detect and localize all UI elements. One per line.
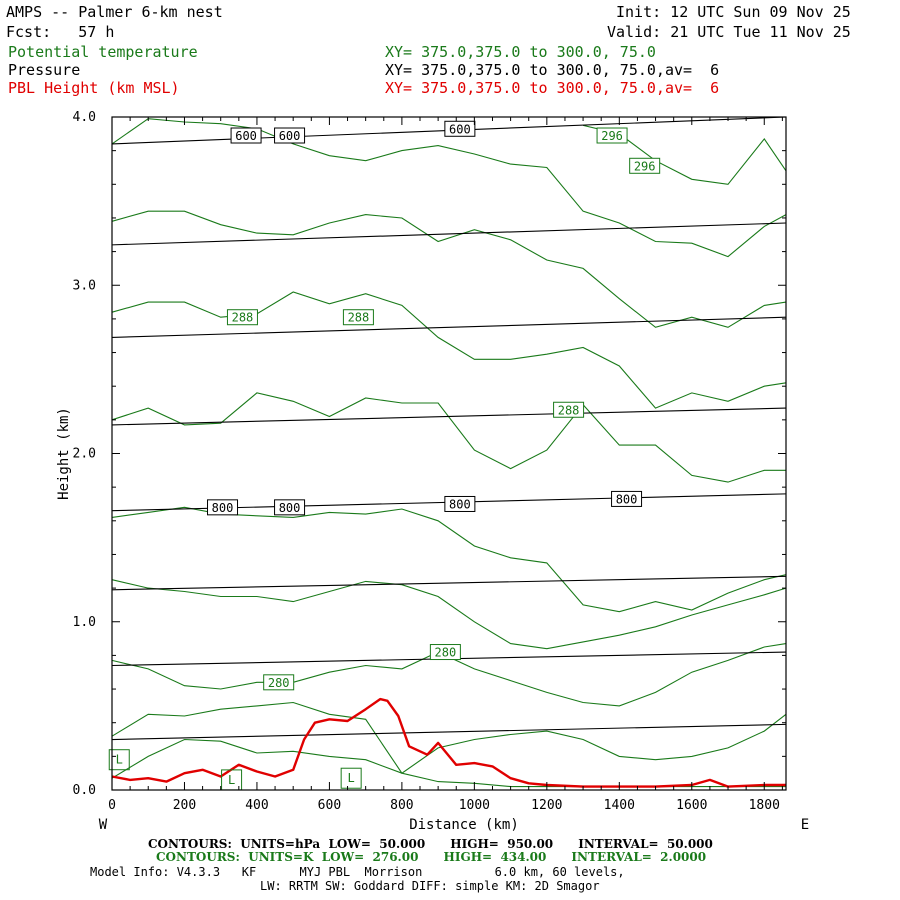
isobar-label: 800 [279, 501, 301, 515]
theta-label: 296 [601, 129, 623, 143]
pbl-height-line [111, 697, 786, 788]
x-tick-label: 1800 [749, 798, 780, 813]
valid-time: Valid: 21 UTC Tue 11 Nov 25 [607, 23, 851, 41]
theta-label: 288 [558, 403, 580, 417]
footer-contours-theta: CONTOURS: UNITS=K LOW= 276.00 HIGH= 434.… [156, 850, 707, 864]
west-label: W [99, 817, 108, 833]
low-marker-box [108, 749, 130, 771]
y-tick-label: 0.0 [73, 783, 96, 798]
isobar-label: 600 [279, 129, 301, 143]
isobar-line [111, 575, 787, 591]
isobar-label-box [444, 495, 476, 512]
theta-label-box [226, 309, 258, 326]
theta-label: 280 [268, 676, 290, 690]
theta-label: 288 [348, 311, 370, 325]
field-potential-temperature: Potential temperature [8, 43, 198, 61]
cross-section-chart: 600 600 600 800 800 800 800 296 296 288 288 288 280 2… [56, 110, 809, 833]
isobar-label-box [230, 127, 262, 144]
x-tick-label: 1200 [531, 798, 562, 813]
theta-label-box [263, 674, 295, 691]
theta-label-box [596, 127, 628, 144]
isobar-label-box [611, 490, 643, 507]
xy-pbl: XY= 375.0,375.0 to 300.0, 75.0,av= 6 [385, 79, 720, 97]
footer-model-info: Model Info: V4.3.3 KF MYJ PBL Morrison 6… [90, 865, 625, 879]
isobar-label: 600 [449, 122, 471, 136]
x-tick-label: 1000 [459, 798, 490, 813]
theta-label-box [553, 401, 585, 418]
y-axis-label: Height (km) [56, 407, 72, 500]
x-tick-label: 200 [173, 798, 196, 813]
x-axis-label: Distance (km) [409, 817, 519, 833]
theta-contour [111, 291, 787, 409]
x-tick-label: 600 [318, 798, 341, 813]
theta-contour [111, 506, 787, 613]
isobar-label-box [274, 499, 306, 516]
isobar-line [111, 723, 787, 741]
x-tick-label: 0 [108, 798, 116, 813]
low-marker: L [228, 773, 235, 787]
isobar-label: 800 [212, 501, 234, 515]
low-marker: L [116, 753, 123, 767]
y-tick-label: 3.0 [73, 278, 96, 293]
plot-frame [111, 116, 787, 791]
xy-theta: XY= 375.0,375.0 to 300.0, 75.0 [385, 43, 656, 61]
y-tick-label: 1.0 [73, 615, 96, 630]
x-tick-label: 800 [390, 798, 413, 813]
theta-label-box [429, 644, 461, 661]
isobar-label: 600 [235, 129, 257, 143]
footer-contours-pressure: CONTOURS: UNITS=hPa LOW= 50.000 HIGH= 95… [148, 837, 713, 851]
isobar-label-box [207, 499, 239, 516]
isobar-label: 800 [449, 497, 471, 511]
theta-label: 280 [435, 646, 457, 660]
theta-label-box [629, 157, 661, 174]
isobar-line [111, 316, 787, 338]
theta-contour [111, 738, 786, 788]
x-tick-label: 1600 [676, 798, 707, 813]
chart-title: AMPS -- Palmer 6-km nest [6, 3, 223, 21]
theta-contour [111, 579, 787, 650]
isobar-label: 800 [616, 492, 638, 506]
footer-physics-info: LW: RRTM SW: Goddard DIFF: simple KM: 2D… [260, 879, 600, 893]
isobar-label-box [444, 120, 476, 137]
theta-contour [111, 643, 787, 707]
x-tick-label: 400 [245, 798, 268, 813]
field-pressure: Pressure [8, 61, 81, 79]
low-marker-box [340, 767, 362, 789]
theta-label: 296 [634, 159, 656, 173]
y-tick-label: 4.0 [73, 110, 96, 125]
theta-contour [111, 392, 786, 483]
theta-label-box [342, 309, 374, 326]
isobar-label-box [274, 127, 306, 144]
xy-pressure: XY= 375.0,375.0 to 300.0, 75.0,av= 6 [385, 61, 720, 79]
east-label: E [801, 817, 809, 833]
forecast-hour: Fcst: 57 h [6, 23, 115, 41]
isobar-line [111, 222, 787, 246]
theta-contour [111, 118, 787, 258]
theta-contour [111, 701, 787, 774]
theta-label: 288 [232, 311, 254, 325]
y-tick-label: 2.0 [73, 447, 96, 462]
isobar-line [111, 407, 787, 426]
init-time: Init: 12 UTC Sun 09 Nov 25 [616, 3, 851, 21]
field-pbl-height: PBL Height (km MSL) [8, 79, 180, 97]
theta-contour [111, 210, 787, 328]
x-tick-label: 1400 [604, 798, 635, 813]
low-marker: L [348, 771, 355, 785]
